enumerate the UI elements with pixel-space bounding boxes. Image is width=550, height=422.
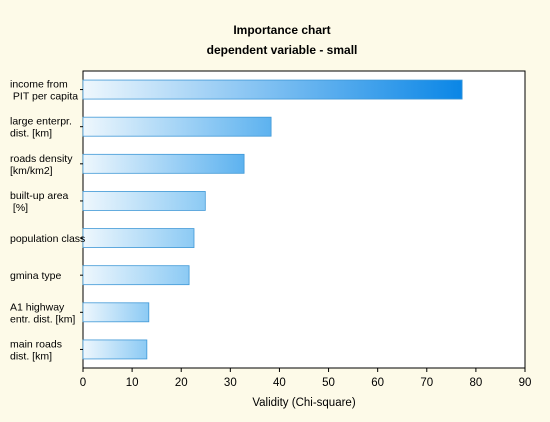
category-label-0: income from PIT per capita <box>10 79 78 103</box>
bar-4 <box>82 228 195 248</box>
category-label-line: [%] <box>10 202 28 214</box>
category-label-2: roads density [km/km2] <box>10 153 73 177</box>
x-tick-label-8: 80 <box>469 377 482 389</box>
bar-6 <box>82 302 150 323</box>
category-label-line: main roads <box>10 338 62 350</box>
category-label-line: large enterpr. <box>10 116 72 128</box>
x-tick-label-1: 10 <box>126 377 139 389</box>
category-label-line: A1 highway <box>10 301 65 313</box>
x-tick-label-0: 0 <box>80 377 86 389</box>
category-label-line: income from <box>10 79 68 91</box>
plot-area <box>82 70 526 369</box>
category-label-7: main roads dist. [km] <box>10 338 62 362</box>
category-label-line: entr. dist. [km] <box>10 313 75 325</box>
x-tick-label-3: 30 <box>224 377 237 389</box>
category-label-line: [km/km2] <box>10 165 53 177</box>
category-label-line: population class <box>10 233 85 245</box>
category-label-1: large enterpr. dist. [km] <box>10 116 72 140</box>
category-label-line: gmina type <box>10 270 62 282</box>
category-label-line: dist. [km] <box>10 350 52 362</box>
bar-1 <box>82 116 272 137</box>
x-tick-label-9: 90 <box>519 377 532 389</box>
chart-subtitle: dependent variable - small <box>207 43 358 57</box>
category-label-line: built-up area <box>10 190 69 202</box>
category-label-line: PIT per capita <box>10 91 78 103</box>
bar-7 <box>82 339 148 360</box>
category-labels-group: income from PIT per capita large enterpr.… <box>10 79 85 363</box>
category-label-line: roads density <box>10 153 73 165</box>
category-label-line: dist. [km] <box>10 128 52 140</box>
chart-title: Importance chart <box>233 23 330 37</box>
category-label-5: gmina type <box>10 270 62 282</box>
x-tick-label-2: 20 <box>175 377 188 389</box>
x-tick-label-6: 60 <box>371 377 384 389</box>
bar-3 <box>82 191 206 211</box>
category-label-6: A1 highway entr. dist. [km] <box>10 301 75 325</box>
category-label-3: built-up area [%] <box>10 190 69 214</box>
x-tick-label-7: 70 <box>420 377 433 389</box>
bar-5 <box>82 265 190 286</box>
x-tick-label-4: 40 <box>273 377 286 389</box>
x-tick-label-5: 50 <box>322 377 335 389</box>
x-axis-ticks-group: 0 10 20 30 40 50 60 70 80 90 <box>80 89 532 389</box>
category-label-4: population class <box>10 233 85 245</box>
bar-2 <box>82 153 245 174</box>
bar-0 <box>82 79 463 100</box>
x-axis-label: Validity (Chi-square) <box>252 397 355 409</box>
